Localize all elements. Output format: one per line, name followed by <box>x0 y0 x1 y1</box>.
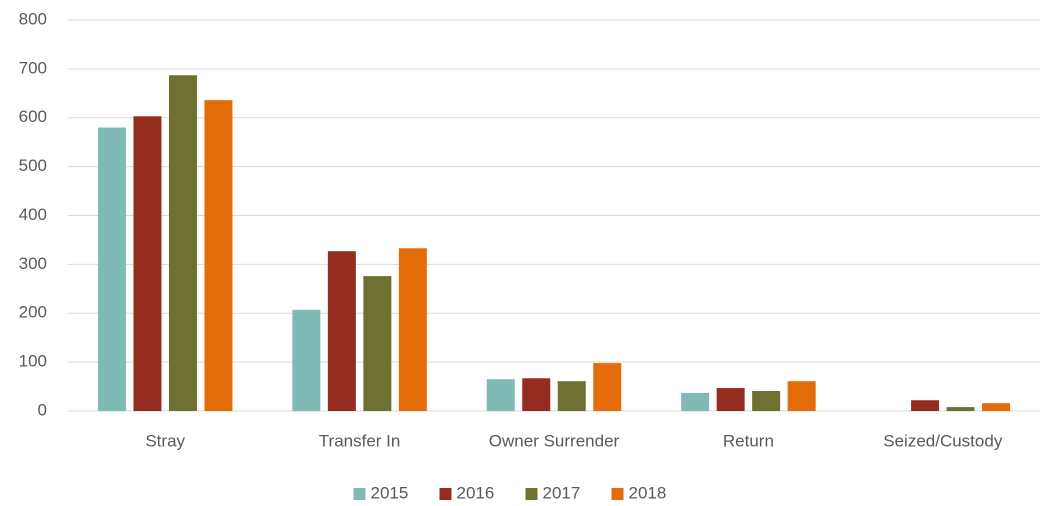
y-tick-label: 500 <box>19 156 47 175</box>
bar <box>593 363 622 411</box>
x-tick-label: Transfer In <box>319 431 401 450</box>
bar <box>557 381 586 411</box>
bar <box>327 251 356 411</box>
bar <box>911 400 940 411</box>
y-tick-label: 300 <box>19 254 47 273</box>
legend-swatch <box>353 488 366 500</box>
bar <box>716 388 745 411</box>
bar <box>681 392 710 411</box>
bar <box>982 403 1011 411</box>
bar <box>133 116 162 411</box>
x-tick-label: Stray <box>145 431 185 450</box>
legend-swatch <box>611 488 624 500</box>
bar <box>787 381 816 411</box>
y-tick-label: 800 <box>19 9 47 28</box>
bar <box>292 309 321 411</box>
legend-swatch <box>525 488 538 500</box>
bar <box>522 378 551 411</box>
legend-label: 2017 <box>543 483 581 502</box>
bar <box>168 75 197 411</box>
y-tick-label: 600 <box>19 107 47 126</box>
x-tick-label: Seized/Custody <box>883 431 1003 450</box>
y-tick-label: 700 <box>19 58 47 77</box>
bar <box>363 276 392 411</box>
bar <box>204 100 233 411</box>
bar <box>946 407 975 411</box>
bar <box>398 248 427 411</box>
bar <box>97 127 126 412</box>
x-tick-label: Owner Surrender <box>489 431 620 450</box>
y-tick-label: 400 <box>19 205 47 224</box>
legend-label: 2016 <box>457 483 495 502</box>
bar <box>486 379 515 411</box>
y-tick-label: 0 <box>38 400 47 419</box>
legend-label: 2015 <box>371 483 409 502</box>
legend-label: 2018 <box>629 483 667 502</box>
y-tick-label: 200 <box>19 303 47 322</box>
bar <box>752 390 781 411</box>
legend-swatch <box>439 488 452 500</box>
y-tick-label: 100 <box>19 352 47 371</box>
x-tick-label: Return <box>723 431 774 450</box>
